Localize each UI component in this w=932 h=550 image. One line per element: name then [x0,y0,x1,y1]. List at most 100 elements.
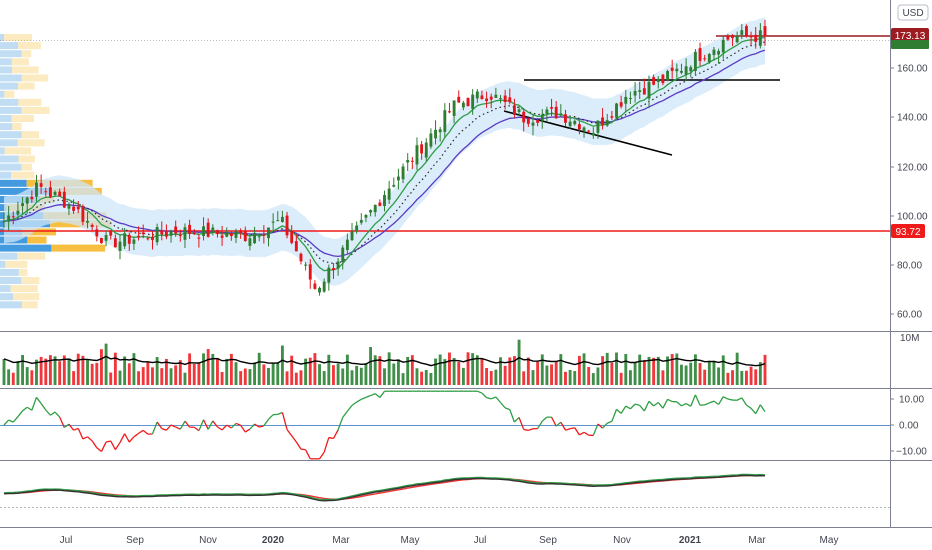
volume-bar [58,361,62,385]
candle-up [689,67,693,72]
oscillator-1-segment [597,423,604,429]
volume-bar [267,367,270,385]
volume-profile-bar [0,139,18,147]
candle-down [508,97,512,103]
oscillator-1-segment [565,428,571,431]
volume-bar [123,356,127,385]
volume-bar [53,356,57,385]
volume-bar [81,355,85,385]
volume-bar [457,361,461,385]
candle-down [299,253,303,262]
volume-bar [693,354,697,385]
candle-up [494,94,498,98]
volume-bar [396,359,400,385]
candle-down [642,88,646,95]
oscillator-1-segment [504,407,511,411]
candle-down [763,26,767,37]
volume-bar [452,357,456,385]
oscillator-1-segment [495,396,502,403]
oscillator-1-segment [541,416,548,422]
candle-up [322,281,326,292]
candle-down [480,95,484,100]
oscillator-1-segment [537,420,543,429]
volume-profile-bar [0,82,18,90]
volume-bar [248,369,252,385]
candle-up [86,220,89,223]
candle-down [522,111,526,123]
volume-profile-bar [4,34,32,41]
volume-bar [392,363,396,385]
candle-down [95,229,99,237]
oscillator-1-segment [602,422,608,429]
candle-up [443,110,447,132]
oscillator-1-segment [550,416,557,427]
candle-up [740,30,744,35]
volume-bar [410,355,414,385]
candle-up [387,188,391,200]
oscillator-1-segment [319,451,325,460]
x-tick: Jul [60,535,73,546]
volume-bar [327,354,331,385]
candle-down [754,34,758,42]
oscillator-1-segment [291,435,297,443]
candle-up [345,239,349,251]
volume-bar [573,371,577,385]
oscillator-1-segment [481,392,488,399]
volume-bar [86,360,89,385]
oscillator-1-segment [337,417,344,431]
osc1-tick: 0.00 [899,421,919,432]
volume-bar [202,353,205,385]
volume-profile-bar [22,228,56,236]
oscillator-1-segment [40,403,47,411]
oscillator-1-segment [555,421,562,427]
volume-bar [387,352,391,385]
oscillator-1-segment [156,421,163,429]
volume-bar [100,349,103,385]
volume-bar [721,355,725,385]
oscillator-1-segment [114,442,121,451]
candle-down [457,96,461,103]
candle-up [684,66,688,75]
volume-bar [206,349,210,385]
volume-bar [596,367,600,385]
volume-bar [763,354,767,385]
volume-bar [745,370,748,385]
volume-bar [638,354,642,385]
volume-bar [76,353,80,385]
volume-bar [406,356,410,385]
candle-down [197,237,201,239]
volume-bar [359,367,363,385]
oscillator-1-segment [138,429,144,434]
candle-up [540,114,544,121]
volume-bar [545,365,549,385]
volume-bar [35,359,38,385]
volume-profile-bar [21,301,38,309]
candle-down [485,98,489,102]
candle-down [503,95,507,102]
volume-bar [499,357,502,385]
osc1-tick: −10.00 [896,447,927,458]
volume-bar [471,353,475,385]
candle-down [44,191,48,193]
volume-bar [494,369,498,385]
oscillator-1-segment [184,420,191,428]
volume-profile-bar [11,171,35,179]
candle-down [550,107,553,109]
volume-profile-bar [17,252,46,260]
volume-bar [341,368,345,385]
candle-up [615,103,618,118]
candle-up [452,100,456,116]
oscillator-1-segment [477,390,483,394]
candle-down [262,234,266,236]
candle-up [707,54,711,63]
volume-bar [675,353,679,385]
candle-down [11,216,15,218]
volume-profile-bar [0,50,22,58]
candle-up [758,30,762,46]
candle-up [383,194,386,206]
oscillator-1-segment [332,429,339,439]
candle-up [693,52,697,71]
oscillator-1-segment [300,448,306,451]
candle-up [225,232,229,237]
